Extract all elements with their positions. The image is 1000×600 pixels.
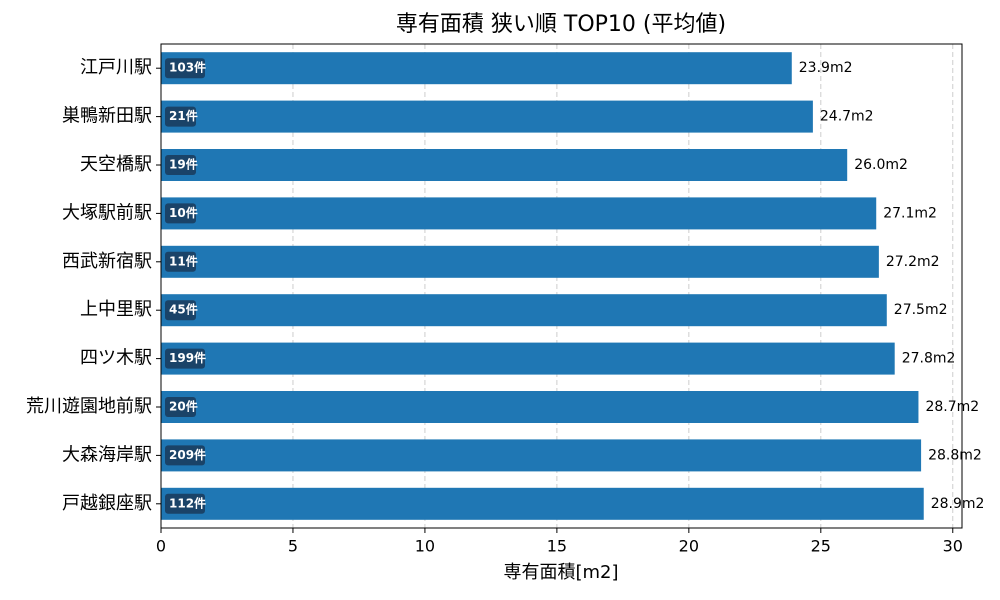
bar bbox=[161, 245, 879, 278]
count-label: 20件 bbox=[169, 399, 198, 414]
y-tick-label: 江戸川駅 bbox=[80, 57, 152, 78]
count-badge bbox=[165, 251, 196, 272]
bar bbox=[161, 52, 792, 85]
bar bbox=[161, 197, 877, 230]
count-label: 11件 bbox=[169, 253, 198, 268]
value-label: 24.7m2 bbox=[820, 109, 874, 125]
count-badge bbox=[165, 348, 205, 369]
y-tick-label: 大塚駅前駅 bbox=[62, 202, 152, 223]
bar bbox=[161, 149, 848, 181]
x-tick-label: 15 bbox=[547, 537, 567, 556]
count-badge bbox=[165, 445, 205, 466]
bar bbox=[161, 100, 813, 133]
y-tick-label: 大森海岸駅 bbox=[62, 444, 152, 465]
y-tick-label: 戸越銀座駅 bbox=[62, 493, 152, 514]
value-label: 28.9m2 bbox=[931, 496, 985, 512]
value-label: 27.5m2 bbox=[894, 302, 948, 318]
y-tick-label: 西武新宿駅 bbox=[62, 251, 152, 272]
y-tick-label: 荒川遊園地前駅 bbox=[26, 396, 152, 417]
y-tick-label: 天空橋駅 bbox=[80, 154, 152, 175]
bar bbox=[161, 487, 924, 520]
count-label: 10件 bbox=[169, 205, 198, 220]
y-tick-label: 四ツ木駅 bbox=[80, 348, 152, 369]
bar bbox=[161, 342, 895, 375]
x-tick-label: 5 bbox=[288, 537, 298, 556]
count-badge bbox=[165, 58, 205, 79]
value-label: 26.0m2 bbox=[854, 157, 908, 173]
x-tick-label: 20 bbox=[679, 537, 699, 556]
count-label: 209件 bbox=[169, 447, 206, 462]
count-badge bbox=[165, 106, 196, 127]
value-label: 23.9m2 bbox=[799, 60, 853, 76]
count-badge bbox=[165, 300, 196, 321]
x-tick-label: 10 bbox=[415, 537, 435, 556]
x-tick-label: 25 bbox=[811, 537, 831, 556]
value-label: 27.2m2 bbox=[886, 254, 940, 270]
bar bbox=[161, 439, 922, 472]
value-label: 28.8m2 bbox=[928, 447, 982, 463]
count-label: 112件 bbox=[169, 495, 206, 510]
value-label: 27.1m2 bbox=[883, 205, 937, 221]
count-badge bbox=[165, 155, 196, 175]
plot-frame bbox=[160, 43, 963, 529]
x-axis-label: 専有面積[m2] bbox=[503, 562, 618, 583]
value-label: 28.7m2 bbox=[925, 399, 979, 415]
y-tick-label: 上中里駅 bbox=[80, 299, 152, 320]
count-label: 45件 bbox=[169, 302, 198, 317]
y-tick-label: 巣鴨新田駅 bbox=[62, 106, 152, 127]
bar bbox=[161, 294, 887, 327]
chart-title: 専有面積 狭い順 TOP10 (平均値) bbox=[396, 12, 726, 37]
count-badge bbox=[165, 397, 196, 417]
value-label: 27.8m2 bbox=[902, 351, 956, 367]
count-label: 19件 bbox=[169, 157, 198, 172]
count-badge bbox=[165, 493, 205, 514]
count-label: 199件 bbox=[169, 350, 206, 365]
x-tick-label: 0 bbox=[156, 537, 166, 556]
count-label: 103件 bbox=[169, 60, 206, 75]
bar bbox=[161, 391, 919, 423]
x-tick-label: 30 bbox=[943, 537, 963, 556]
count-label: 21件 bbox=[169, 108, 198, 123]
count-badge bbox=[165, 203, 196, 224]
